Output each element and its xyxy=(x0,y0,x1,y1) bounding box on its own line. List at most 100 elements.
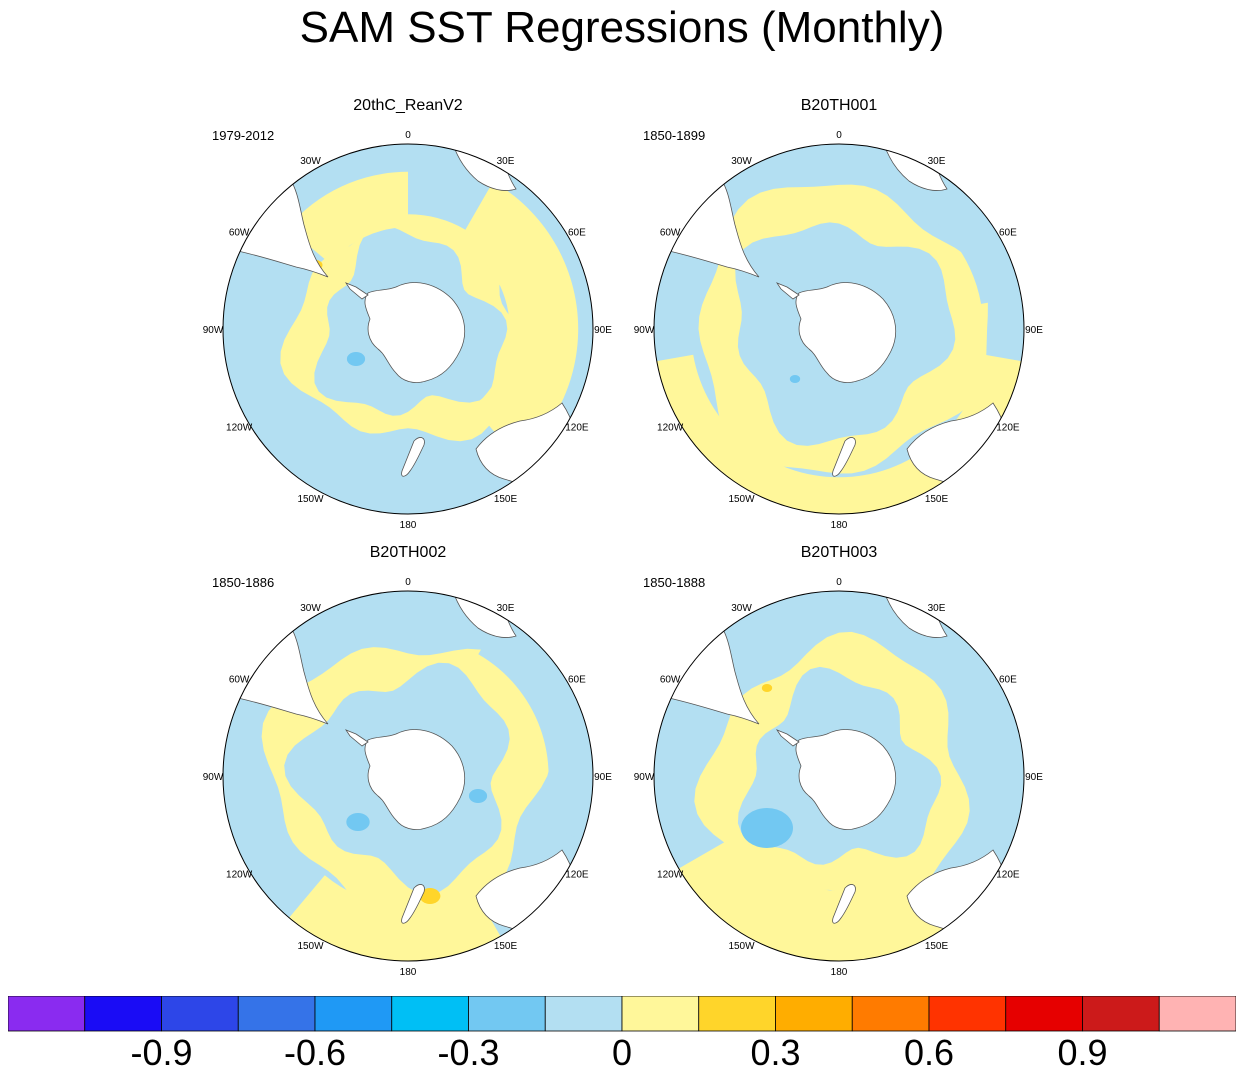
longitude-label: 30E xyxy=(497,156,515,167)
panel-period: 1850-1888 xyxy=(643,575,706,590)
polar-map: 0 30E 60E 90E 120E 150E 180 150W 120W 90W 60W 30W xyxy=(203,130,613,531)
sst-anomaly-spot xyxy=(346,352,366,366)
longitude-label: 90W xyxy=(634,772,655,783)
longitude-label: 60E xyxy=(999,675,1017,686)
land-peninsula xyxy=(775,282,800,300)
map-panel-b20th001: B20TH001 1850-1899 0 30E 60E 90E 120E 150E 180… xyxy=(629,96,1049,536)
polar-map: 0 30E 60E 90E 120E 150E 180 150W 120W 90W 60W 30W xyxy=(634,577,1044,978)
map-border xyxy=(653,143,1025,515)
polar-map: 0 30E 60E 90E 120E 150E 180 150W 120W 90W 60W 30W xyxy=(203,577,613,978)
colorbar-box xyxy=(928,996,1007,1032)
sst-region xyxy=(678,833,958,961)
colorbar xyxy=(8,996,1236,1032)
panel-title: B20TH001 xyxy=(800,97,878,114)
longitude-label: 60W xyxy=(229,228,250,239)
panel-title: B20TH002 xyxy=(369,544,447,561)
longitude-label: 90W xyxy=(203,772,224,783)
land-newzealand xyxy=(832,884,856,924)
longitude-label: 150E xyxy=(494,494,518,505)
sst-anomaly-spot xyxy=(761,684,773,692)
colorbar-box xyxy=(1158,996,1236,1032)
longitude-label: 150E xyxy=(494,941,518,952)
land-antarctica xyxy=(364,282,466,383)
land-antarctica xyxy=(364,729,466,830)
longitude-label: 90E xyxy=(1025,772,1043,783)
longitude-label: 90E xyxy=(594,325,612,336)
land-antarctica xyxy=(795,729,897,830)
sst-region xyxy=(888,155,1022,304)
longitude-label: 150W xyxy=(728,941,755,952)
colorbar-box xyxy=(391,996,469,1032)
sst-anomaly-spot xyxy=(468,789,488,803)
sst-anomaly-spot xyxy=(419,888,441,904)
land-newzealand xyxy=(401,437,425,477)
longitude-label: 0 xyxy=(836,130,842,141)
sst-anomaly-spot xyxy=(789,375,801,383)
colorbar-box xyxy=(1082,996,1160,1032)
land-antarctica xyxy=(795,282,897,383)
longitude-label: 90W xyxy=(203,325,224,336)
colorbar-box xyxy=(544,996,623,1032)
colorbar-tick-label: 0.9 xyxy=(1057,1032,1108,1073)
sst-region xyxy=(287,171,408,264)
longitude-label: 120E xyxy=(996,423,1020,434)
map-panel-b20th003: B20TH003 1850-1888 0 30E 60E 90E 120E 150E 180… xyxy=(629,543,1049,983)
polar-map: 0 30E 60E 90E 120E 150E 180 150W 120W 90W 60W 30W xyxy=(634,130,1044,531)
land-newzealand xyxy=(832,437,856,477)
longitude-label: 180 xyxy=(400,967,417,978)
sst-region xyxy=(442,169,579,460)
colorbar-box xyxy=(621,996,700,1032)
longitude-label: 120E xyxy=(565,423,589,434)
longitude-label: 30E xyxy=(928,603,946,614)
sst-anomaly-spot xyxy=(346,813,370,831)
panel-period: 1979-2012 xyxy=(212,128,275,143)
land-peninsula xyxy=(775,729,800,747)
chart-title: SAM SST Regressions (Monthly) xyxy=(299,3,945,52)
longitude-label: 120E xyxy=(996,870,1020,881)
map-border xyxy=(653,590,1025,962)
longitude-label: 0 xyxy=(405,130,411,141)
longitude-label: 150W xyxy=(297,941,324,952)
longitude-label: 180 xyxy=(831,520,848,531)
colorbar-tick-label: 0 xyxy=(611,1032,633,1073)
longitude-label: 60E xyxy=(999,228,1017,239)
land-peninsula xyxy=(344,282,369,300)
colorbar-box xyxy=(84,996,162,1032)
longitude-label: 0 xyxy=(405,577,411,588)
colorbar-tick-label: 0.6 xyxy=(903,1032,955,1073)
colorbar-box xyxy=(851,996,930,1032)
colorbar-box xyxy=(237,996,316,1032)
panel-title: 20thC_ReanV2 xyxy=(353,97,463,114)
panel-period: 1850-1899 xyxy=(643,128,706,143)
longitude-label: 60W xyxy=(229,675,250,686)
colorbar-box xyxy=(468,996,546,1032)
longitude-label: 150W xyxy=(297,494,324,505)
longitude-label: 30E xyxy=(928,156,946,167)
map-border xyxy=(222,143,594,515)
colorbar-box xyxy=(775,996,853,1032)
colorbar-tick-label: 0.3 xyxy=(750,1032,801,1073)
longitude-label: 120W xyxy=(226,870,253,881)
longitude-label: 30W xyxy=(731,603,752,614)
panel-title: B20TH003 xyxy=(800,544,878,561)
panel-period: 1850-1886 xyxy=(212,575,275,590)
longitude-label: 120W xyxy=(657,870,684,881)
colorbar-tick-label: -0.6 xyxy=(283,1032,347,1073)
longitude-label: 90E xyxy=(594,772,612,783)
colorbar-box xyxy=(698,996,776,1032)
colorbar-box xyxy=(8,996,86,1032)
sst-region xyxy=(289,875,501,961)
land-peninsula xyxy=(344,729,369,747)
longitude-label: 150E xyxy=(925,941,949,952)
longitude-label: 120W xyxy=(657,423,684,434)
longitude-label: 60E xyxy=(568,675,586,686)
longitude-label: 90E xyxy=(1025,325,1043,336)
longitude-label: 30W xyxy=(300,156,321,167)
longitude-label: 30W xyxy=(300,603,321,614)
longitude-label: 60W xyxy=(660,228,681,239)
colorbar-tick-label: -0.3 xyxy=(437,1032,500,1073)
sst-region xyxy=(478,615,593,840)
map-panel-20thc-reanv2: 20thC_ReanV2 1979-2012 0 30E 60E 90E 120E 150… xyxy=(198,96,618,536)
longitude-label: 120E xyxy=(565,870,589,881)
colorbar-tick-label: -0.9 xyxy=(130,1032,193,1073)
